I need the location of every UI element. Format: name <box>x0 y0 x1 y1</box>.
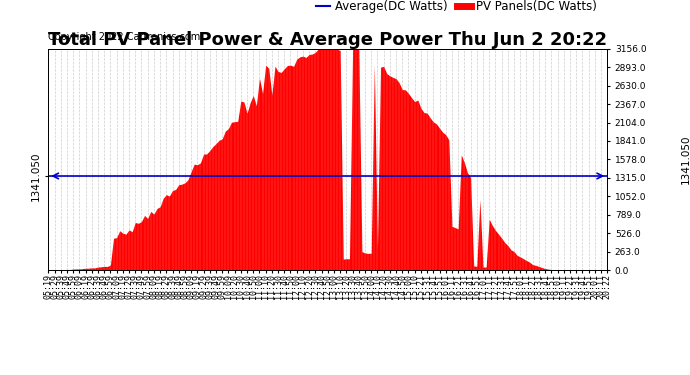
Legend: Average(DC Watts), PV Panels(DC Watts): Average(DC Watts), PV Panels(DC Watts) <box>311 0 601 17</box>
Text: Copyright 2022 Cartronics.com: Copyright 2022 Cartronics.com <box>48 32 201 42</box>
Y-axis label: 1341.050: 1341.050 <box>680 135 690 184</box>
Title: Total PV Panel Power & Average Power Thu Jun 2 20:22: Total PV Panel Power & Average Power Thu… <box>48 31 607 49</box>
